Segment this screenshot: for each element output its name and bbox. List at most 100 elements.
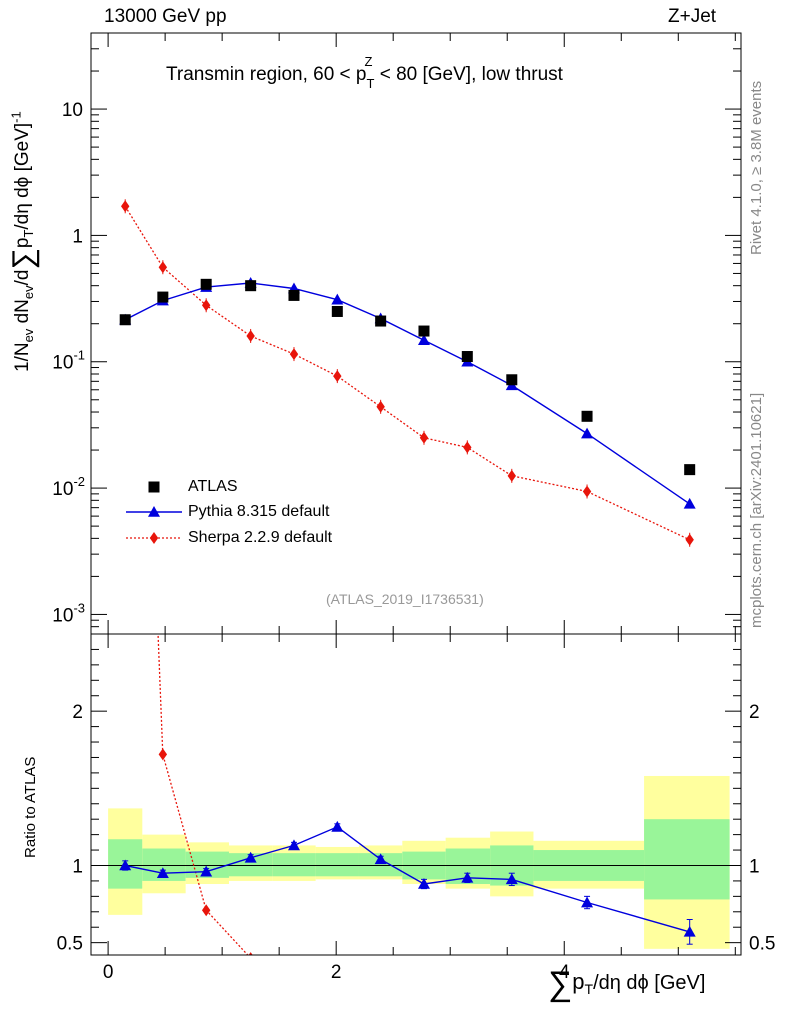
ratio-y-tick-label-left: 1 — [72, 856, 83, 877]
atlas-point — [461, 351, 473, 363]
title-sub: T — [366, 76, 375, 91]
x-tick-label: 0 — [103, 962, 114, 983]
pythia-point — [417, 334, 430, 346]
ratio-pythia-point — [119, 859, 132, 871]
ratio-frame — [90, 633, 742, 956]
ratio-pythia-point — [200, 865, 213, 877]
ratio-y-axis-label: Ratio to ATLAS — [22, 756, 39, 858]
ratio-y-tick-label-left: 2 — [72, 702, 83, 723]
ylabel-part-9: -1 — [8, 111, 24, 123]
ratio-y-tick-label-right: 2 — [749, 702, 760, 723]
ratio-pythia-point — [374, 853, 387, 865]
ratio-sherpa-point — [158, 748, 168, 761]
sherpa-point — [158, 261, 168, 274]
ratio-pythia-point — [581, 896, 594, 908]
ratio-uncertainty-bands — [108, 775, 730, 949]
pythia-point — [331, 293, 344, 305]
title-pre: Transmin region, 60 < p — [166, 64, 367, 85]
process-label: Z+Jet — [668, 6, 717, 27]
ratio-pythia-line — [125, 826, 690, 933]
sherpa-point — [582, 485, 592, 498]
band-inner-bin — [644, 819, 730, 900]
main-y-tick-label: 10-2 — [52, 474, 85, 500]
sherpa-point — [246, 329, 255, 342]
main-y-tick-label: 10-1 — [52, 348, 85, 374]
title-post: < 80 [GeV], low thrust — [374, 64, 563, 85]
xlabel-rest: /dη dϕ [GeV] — [593, 972, 706, 994]
legend-label-pythia: Pythia 8.315 default — [188, 503, 330, 520]
sherpa-point — [463, 441, 472, 454]
ratio-pythia-point — [331, 820, 344, 832]
sherpa-point — [121, 200, 130, 213]
collision-energy-label: 13000 GeV pp — [104, 6, 227, 27]
main-y-tick-label: 1 — [72, 226, 83, 247]
pythia-point — [581, 427, 594, 439]
legend-marker-pythia — [148, 506, 160, 517]
atlas-point — [157, 291, 169, 303]
ratio-pythia-point — [244, 851, 257, 863]
ratio-pythia-point — [417, 878, 430, 889]
legend-marker-atlas — [148, 481, 160, 493]
pythia-line — [124, 282, 691, 505]
sherpa-point — [419, 431, 429, 444]
legend-label-sherpa: Sherpa 2.2.9 default — [188, 529, 333, 546]
legend-marker-sherpa — [149, 532, 159, 544]
xlabel-sum: ∑ — [548, 965, 573, 1003]
xlabel-p: p — [572, 969, 585, 994]
sherpa-line — [124, 205, 690, 541]
tick-exp: -1 — [73, 348, 85, 363]
ratio-pythia-point — [461, 871, 474, 883]
ylabel-part-5: ∑ — [7, 248, 40, 270]
sherpa-point — [289, 348, 299, 361]
atlas-point — [581, 410, 593, 422]
main-series-group — [119, 199, 696, 547]
ratio-pythia-point — [156, 867, 169, 879]
band-inner-bin — [315, 853, 359, 877]
main-panel — [119, 199, 696, 547]
xlabel-sub: T — [584, 981, 594, 997]
ylabel-part-0: 1/N — [12, 342, 33, 372]
ylabel-part-7: T — [20, 229, 36, 238]
tick-base: 10 — [52, 353, 73, 374]
ratio-y-tick-label-right: 0.5 — [749, 934, 775, 955]
main-y-tick-label: 10-3 — [52, 600, 85, 626]
atlas-point — [288, 289, 300, 301]
band-inner-bin — [358, 853, 403, 877]
ratio-panel — [91, 634, 741, 955]
atlas-point — [200, 278, 212, 290]
ratio-pythia-point — [683, 925, 696, 937]
sherpa-point — [507, 469, 516, 482]
rivet-version-label: Rivet 4.1.0, ≥ 3.8M events — [748, 80, 765, 255]
main-y-axis-label: 1/Nev dNev/d∑pT/dη dϕ [GeV]-1 — [7, 111, 41, 372]
mcplots-label: mcplots.cern.ch [arXiv:2401.10621] — [748, 392, 765, 628]
tick-base: 10 — [52, 605, 73, 626]
ylabel-part-6: p — [12, 237, 33, 249]
atlas-point — [245, 280, 257, 292]
atlas-point — [684, 464, 696, 476]
ratio-pythia-point — [287, 839, 300, 851]
ratio-sherpa-point — [248, 952, 253, 955]
legend-label-atlas: ATLAS — [188, 478, 238, 495]
ratio-sherpa-point — [201, 904, 211, 917]
sherpa-point — [333, 370, 342, 383]
main-y-tick-label: 10 — [62, 100, 83, 121]
ratio-y-tick-label-left: 0.5 — [57, 934, 83, 955]
tick-base: 10 — [52, 479, 73, 500]
tick-exp: -2 — [73, 474, 85, 489]
ylabel-part-8: /dη dϕ [GeV] — [12, 122, 33, 230]
sherpa-point — [376, 400, 385, 413]
ratio-y-tick-label-right: 1 — [749, 856, 760, 877]
ylabel-part-3: ev — [20, 285, 36, 300]
atlas-point — [375, 315, 387, 327]
atlas-point — [119, 314, 131, 326]
atlas-point — [506, 374, 518, 386]
analysis-reference: (ATLAS_2019_I1736531) — [326, 591, 484, 607]
ylabel-part-4: /d — [12, 269, 33, 286]
atlas-point — [418, 325, 430, 337]
x-tick-label: 4 — [559, 962, 570, 983]
atlas-point — [331, 305, 343, 317]
ratio-series-group — [91, 634, 741, 955]
